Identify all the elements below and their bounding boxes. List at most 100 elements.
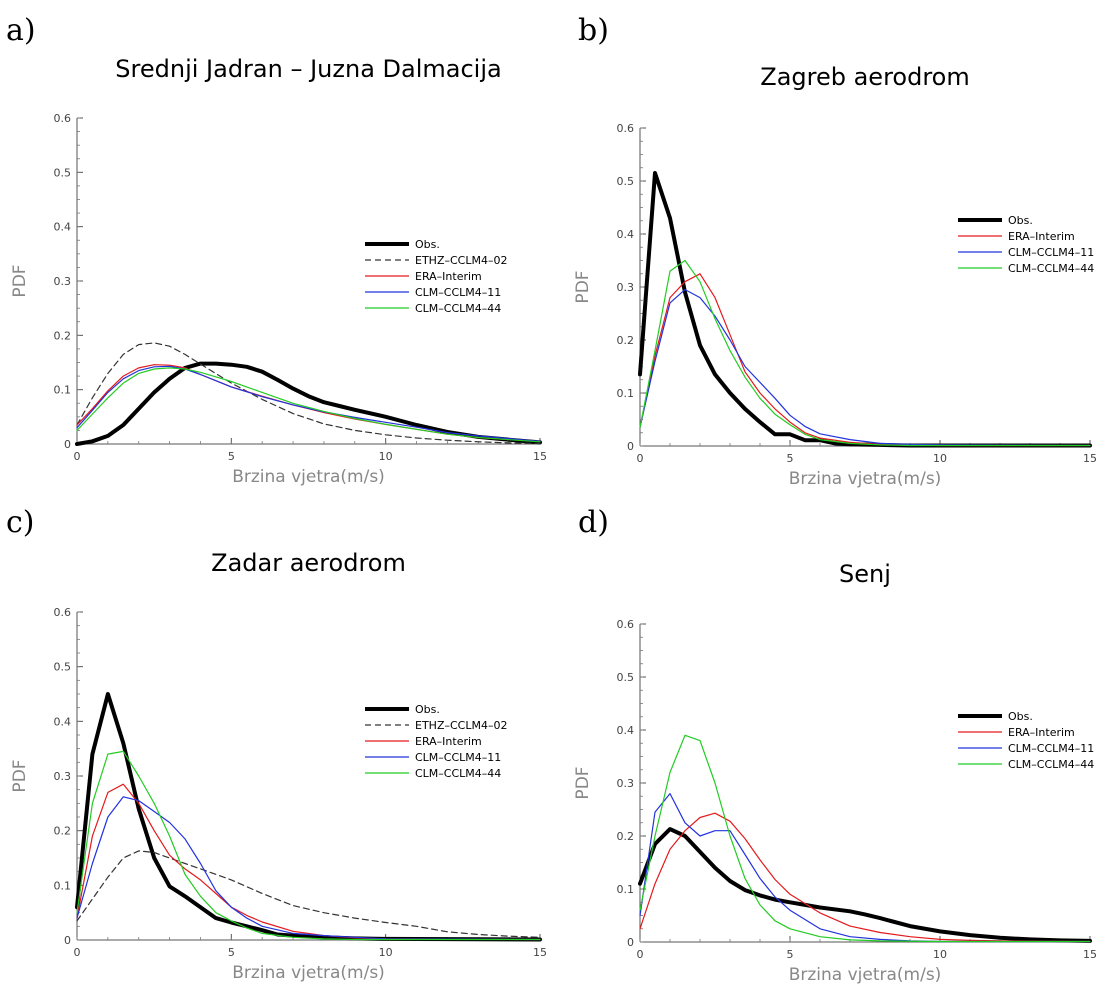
y-tick-label: 0.3 (617, 777, 635, 790)
y-tick-label: 0.4 (54, 715, 72, 728)
chart-title: Zadar aerodrom (211, 549, 406, 577)
x-tick-label: 15 (533, 946, 547, 959)
x-tick-label: 15 (1083, 452, 1097, 465)
legend-label-5: CLM–CCLM4–44 (415, 767, 501, 780)
legend-label-2: ETHZ–CCLM4–02 (415, 719, 507, 732)
y-tick-label: 0.6 (617, 618, 635, 631)
y-axis-label: PDF (10, 759, 30, 792)
legend-label-1: Obs. (415, 238, 440, 251)
legend-label-5: CLM–CCLM4–44 (415, 302, 501, 315)
series-line-4 (639, 259, 1091, 447)
legend-label-4: CLM–CCLM4–11 (415, 286, 501, 299)
y-tick-label: 0.2 (54, 825, 72, 838)
y-tick-label: 0.6 (54, 112, 72, 125)
y-tick-label: 0.1 (54, 384, 72, 397)
x-tick-label: 15 (1083, 948, 1097, 961)
legend-label-3: CLM–CCLM4–11 (1008, 246, 1094, 259)
y-tick-label: 0.6 (54, 606, 72, 619)
y-tick-label: 0.1 (54, 879, 72, 892)
legend: Obs. ETHZ–CCLM4–02 ERA–Interim CLM–CCLM4–11… (365, 703, 507, 780)
chart-title: Senj (839, 560, 891, 588)
chart-title: Srednji Jadran – Juzna Dalmacija (115, 55, 501, 83)
series-line-2 (76, 342, 541, 445)
y-tick-label: 0.6 (617, 122, 635, 135)
series-line-1 (75, 692, 542, 942)
x-tick-label: 0 (637, 948, 644, 961)
panel-letter-b: b) (578, 13, 609, 48)
panel-b: b) Zagreb aerodrom 0 0.1 0.2 0.3 0.4 0.5 0.6 0 5 1… (573, 13, 1097, 489)
y-axis-label: PDF (573, 270, 593, 303)
panel-letter-a: a) (6, 13, 36, 48)
panel-letter-c: c) (6, 505, 35, 540)
legend-label-2: ERA–Interim (1008, 230, 1075, 243)
legend: Obs. ERA–Interim CLM–CCLM4–11 CLM–CCLM4–44 (958, 214, 1094, 275)
y-axis-label: PDF (573, 766, 593, 799)
y-axis-label: PDF (10, 264, 30, 297)
x-tick-label: 15 (533, 450, 547, 463)
series-line-4 (76, 796, 541, 941)
legend: Obs. ETHZ–CCLM4–02 ERA–Interim CLM–CCLM4–11… (365, 238, 507, 315)
series-line-2 (639, 812, 1091, 943)
series-line-3 (639, 792, 1091, 943)
series-line-3 (639, 289, 1091, 447)
x-tick-label: 5 (787, 948, 794, 961)
y-tick-label: 0 (64, 438, 71, 451)
x-tick-label: 5 (228, 946, 235, 959)
y-tick-label: 0.5 (617, 671, 635, 684)
x-tick-label: 5 (787, 452, 794, 465)
y-tick-label: 0.5 (617, 175, 635, 188)
panel-d: d) Senj 0 0.1 0.2 0.3 0.4 0.5 0.6 0 5 10 15 Brzina v… (573, 505, 1097, 985)
series-line-3 (76, 783, 541, 941)
x-axis-label: Brzina vjetra(m/s) (232, 467, 385, 487)
legend-label-2: ERA–Interim (1008, 726, 1075, 739)
y-tick-label: 0.2 (54, 329, 72, 342)
x-tick-label: 10 (933, 452, 947, 465)
x-tick-label: 5 (228, 450, 235, 463)
series-line-1 (638, 827, 1092, 943)
x-axis-label: Brzina vjetra(m/s) (789, 965, 942, 985)
panel-c: c) Zadar aerodrom 0 0.1 0.2 0.3 0.4 0.5 0.6 0 5 10… (6, 505, 547, 983)
panel-letter-d: d) (578, 505, 609, 540)
series-line-5 (76, 750, 541, 941)
y-tick-label: 0 (64, 934, 71, 947)
legend-label-4: CLM–CCLM4–44 (1008, 262, 1094, 275)
y-tick-label: 0.3 (54, 770, 72, 783)
legend-label-4: CLM–CCLM4–11 (415, 751, 501, 764)
legend-label-3: CLM–CCLM4–11 (1008, 742, 1094, 755)
x-tick-label: 10 (379, 450, 393, 463)
legend-label-1: Obs. (1008, 710, 1033, 723)
series-line-4 (639, 734, 1091, 943)
x-tick-label: 0 (74, 450, 81, 463)
x-axis-label: Brzina vjetra(m/s) (232, 963, 385, 983)
legend-label-3: ERA–Interim (415, 270, 482, 283)
y-tick-label: 0.3 (617, 281, 635, 294)
y-tick-label: 0 (627, 440, 634, 453)
y-tick-label: 0.1 (617, 387, 635, 400)
x-tick-label: 0 (74, 946, 81, 959)
series-line-1 (75, 361, 542, 446)
legend-label-3: ERA–Interim (415, 735, 482, 748)
legend-label-2: ETHZ–CCLM4–02 (415, 254, 507, 267)
legend-label-1: Obs. (1008, 214, 1033, 227)
legend-label-1: Obs. (415, 703, 440, 716)
y-tick-label: 0.4 (617, 228, 635, 241)
y-tick-label: 0.4 (617, 724, 635, 737)
x-tick-label: 0 (637, 452, 644, 465)
y-tick-label: 0.3 (54, 275, 72, 288)
series-line-5 (76, 367, 541, 443)
y-tick-label: 0 (627, 936, 634, 949)
y-tick-label: 0.1 (617, 883, 635, 896)
legend-label-4: CLM–CCLM4–44 (1008, 758, 1094, 771)
y-tick-label: 0.5 (54, 661, 72, 674)
y-tick-label: 0.2 (617, 334, 635, 347)
series-line-2 (76, 850, 541, 938)
y-tick-label: 0.2 (617, 830, 635, 843)
x-axis-label: Brzina vjetra(m/s) (789, 469, 942, 489)
x-tick-label: 10 (379, 946, 393, 959)
panel-a: a) Srednji Jadran – Juzna Dalmacija 0 0.1 0… (6, 13, 547, 487)
legend: Obs. ERA–Interim CLM–CCLM4–11 CLM–CCLM4–44 (958, 710, 1094, 771)
chart-title: Zagreb aerodrom (760, 63, 969, 91)
y-tick-label: 0.5 (54, 166, 72, 179)
x-tick-label: 10 (933, 948, 947, 961)
